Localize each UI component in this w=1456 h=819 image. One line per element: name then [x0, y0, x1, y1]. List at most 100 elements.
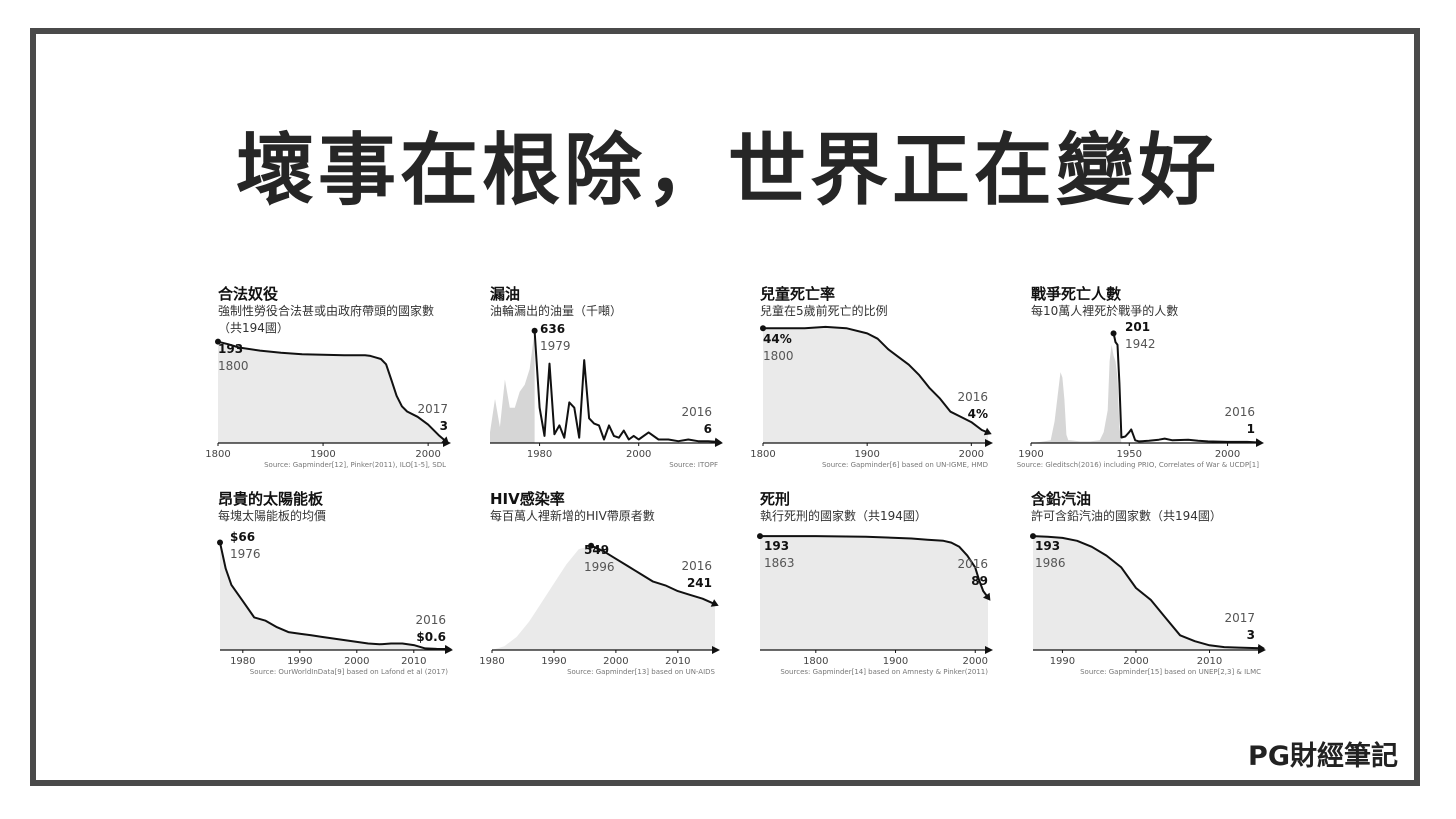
- start-point: [217, 539, 223, 546]
- chart-panel-leaded-gasoline: 含鉛汽油 許可含鉛汽油的國家數（共194國） 1990 2000 2010 Sourc…: [1030, 488, 1281, 688]
- x-tick-label: 2000: [415, 449, 440, 460]
- series-line: [1032, 535, 1262, 650]
- start-year-label: 1942: [1125, 337, 1156, 351]
- end-year-label: 2016: [681, 559, 712, 573]
- chart-source: Source: Gapminder[13] based on UN-AIDS: [567, 668, 715, 676]
- start-year-label: 1800: [763, 349, 794, 363]
- start-point: [531, 327, 538, 334]
- start-value-label: 193: [764, 539, 789, 553]
- series-area: [760, 536, 988, 650]
- end-value-label: 1: [1247, 422, 1255, 436]
- series-end-arrow: [710, 599, 719, 607]
- x-tick-label: 1800: [205, 449, 230, 460]
- brand-logo-text: PG財經筆記: [1248, 741, 1398, 772]
- chart-source: Source: OurWorldInData[9] based on Lafon…: [250, 668, 448, 676]
- x-tick-label: 2000: [626, 449, 651, 460]
- series-end-arrow: [441, 436, 449, 444]
- start-value-label: 549: [584, 543, 609, 557]
- start-year-label: 1863: [764, 556, 795, 570]
- series-area: [220, 542, 448, 650]
- chart-title: 合法奴役: [218, 285, 279, 303]
- series-end-arrow: [1258, 644, 1265, 653]
- end-year-label: 2017: [1224, 611, 1255, 625]
- x-tick-label: 2000: [959, 449, 984, 460]
- start-value-label: 201: [1125, 320, 1150, 334]
- series-line: [590, 544, 716, 606]
- chart-panel-solar-panels: 昂貴的太陽能板 每塊太陽能板的均價 1980 1990 2000 2010 Source…: [217, 488, 468, 688]
- series-end-arrow: [983, 427, 992, 436]
- end-value-label: $0.6: [416, 630, 446, 644]
- x-tick-label: 1900: [310, 449, 335, 460]
- x-tick-label: 2000: [603, 656, 628, 667]
- series-end-arrow: [445, 644, 452, 654]
- start-value-label: 44%: [763, 332, 792, 346]
- x-tick-label: 1950: [1117, 449, 1142, 460]
- x-tick-label: 1900: [883, 656, 908, 667]
- chart-subtitle: 每百萬人裡新增的HIV帶原者數: [490, 509, 655, 523]
- end-year-label: 2016: [415, 613, 446, 627]
- start-point: [757, 533, 763, 540]
- x-tick-label: 2000: [963, 656, 988, 667]
- series-line: [533, 330, 719, 443]
- slide-frame: [30, 28, 1420, 786]
- x-tick-label: 2010: [401, 656, 426, 667]
- end-value-label: 6: [704, 422, 712, 436]
- chart-source: Source: Gapminder[6] based on UN-IGME, H…: [822, 461, 988, 469]
- end-value-label: 3: [1247, 628, 1255, 642]
- start-value-label: 636: [540, 322, 565, 336]
- end-year-label: 2016: [681, 405, 712, 419]
- end-year-label: 2017: [417, 402, 448, 416]
- end-value-label: 89: [971, 574, 988, 588]
- start-value-label: 193: [1035, 539, 1060, 553]
- x-axis-arrow: [985, 646, 993, 654]
- start-point: [1110, 330, 1117, 337]
- chart-panel-child-mortality: 兒童死亡率 兒童在5歲前死亡的比例 1800 1900 2000 Source: Ga…: [750, 283, 1010, 483]
- x-tick-label: 1800: [803, 656, 828, 667]
- x-tick-label: 2000: [344, 656, 369, 667]
- x-axis-arrow: [985, 439, 993, 447]
- start-year-label: 1979: [540, 339, 571, 353]
- x-tick-label: 1980: [527, 449, 552, 460]
- chart-title: 漏油: [490, 285, 521, 303]
- chart-panel-slavery: 合法奴役 強制性勞役合法甚或由政府帶頭的國家數（共194國） 1800 1900 2…: [205, 283, 468, 483]
- chart-source: Source: ITOPF: [669, 461, 718, 469]
- chart-source: Source: Gapminder[12], Pinker(2011), ILO…: [264, 461, 446, 469]
- series-area: [763, 326, 988, 443]
- x-axis-arrow: [712, 646, 720, 654]
- chart-title: HIV感染率: [490, 490, 565, 508]
- start-year-label: 1976: [230, 547, 261, 561]
- chart-title: 死刑: [760, 490, 791, 508]
- end-value-label: 4%: [968, 407, 988, 421]
- chart-svg: 1980 2000 Source: ITOPF 636 1979 2016 6: [490, 322, 723, 469]
- start-year-label: 1800: [218, 359, 249, 373]
- x-tick-label: 1900: [854, 449, 879, 460]
- chart-subtitle: 執行死刑的國家數（共194國）: [760, 509, 927, 523]
- start-year-label: 1996: [584, 560, 615, 574]
- series-area: [218, 341, 446, 443]
- chart-subtitle: 每塊太陽能板的均價: [218, 509, 327, 523]
- start-point: [215, 338, 221, 345]
- chart-panel-war-deaths: 戰爭死亡人數 每10萬人裡死於戰爭的人數 1900 1950 2000 Source:…: [1017, 283, 1281, 483]
- x-tick-label: 1990: [287, 656, 312, 667]
- chart-panel-oil-spills: 漏油 油輪漏出的油量（千噸） 1980 2000 Source: ITOPF 636 1…: [490, 283, 740, 483]
- x-tick-label: 2000: [1215, 449, 1240, 460]
- start-point: [588, 542, 595, 549]
- end-value-label: 241: [687, 576, 712, 590]
- x-tick-label: 1990: [1050, 656, 1075, 667]
- end-year-label: 2016: [957, 390, 988, 404]
- series-area: [1033, 536, 1261, 650]
- chart-panel-death-penalty: 死刑 執行死刑的國家數（共194國） 1800 1900 2000 Sources: …: [757, 488, 1010, 688]
- ghost-area: [1031, 344, 1122, 443]
- end-value-label: 3: [440, 419, 448, 433]
- start-value-label: $66: [230, 530, 255, 544]
- x-tick-label: 2010: [665, 656, 690, 667]
- chart-source: Source: Gleditsch(2016) including PRIO, …: [1017, 461, 1260, 469]
- chart-title: 昂貴的太陽能板: [218, 490, 324, 508]
- series-line: [219, 542, 449, 650]
- chart-title: 含鉛汽油: [1031, 490, 1092, 508]
